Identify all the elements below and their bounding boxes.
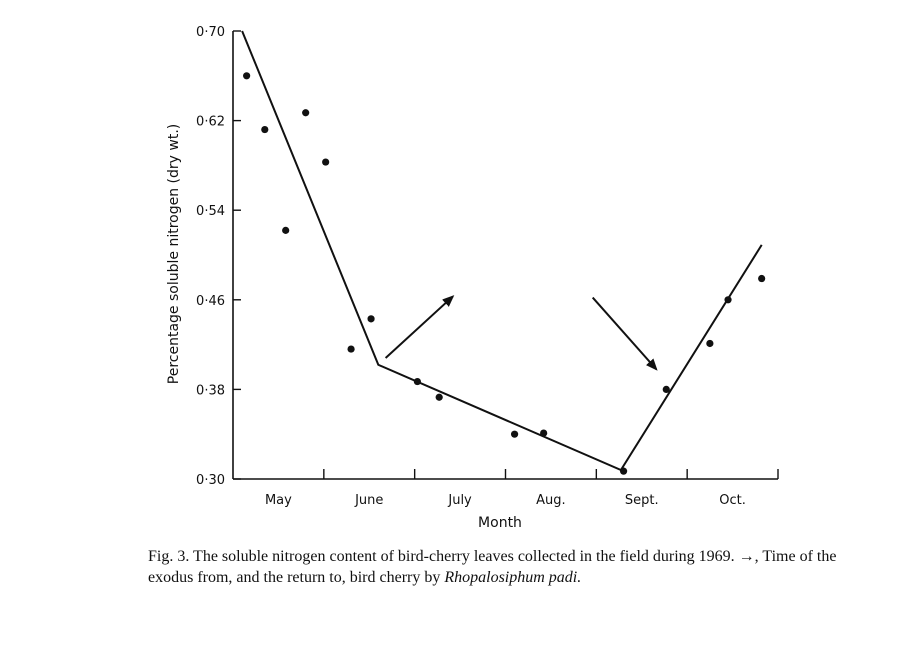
- x-axis: [233, 469, 779, 480]
- caption-species: Rhopalosiphum padi.: [444, 569, 582, 586]
- exodus-arrow: [384, 295, 455, 359]
- y-tick-label: 0·46: [196, 294, 225, 309]
- chart: 0·30 0·38 0·46 0·54 0·62 0·70 May June July Aug.…: [166, 25, 779, 531]
- figure-caption: Fig. 3. The soluble nitrogen content of …: [148, 546, 848, 588]
- data-point: [619, 467, 628, 475]
- x-tick-labels: May June July Aug. Sept. Oct.: [265, 493, 746, 508]
- y-tick-label: 0·38: [196, 383, 225, 398]
- y-axis-title: Percentage soluble nitrogen (dry wt.): [166, 124, 182, 384]
- data-point: [758, 274, 766, 283]
- x-tick-label: June: [354, 493, 383, 508]
- data-point: [243, 72, 251, 80]
- data-point: [367, 315, 375, 323]
- y-tick-label: 0·54: [196, 204, 225, 219]
- x-tick-label: May: [265, 493, 292, 508]
- data-points: [243, 72, 766, 475]
- data-point: [322, 158, 330, 166]
- data-point: [347, 345, 355, 353]
- data-point: [435, 393, 443, 401]
- data-point: [706, 339, 714, 348]
- data-point: [261, 125, 269, 134]
- data-point: [540, 429, 548, 437]
- data-point: [724, 296, 732, 304]
- x-tick-label: Aug.: [536, 493, 566, 508]
- y-tick-label: 0·30: [196, 473, 225, 488]
- data-point: [662, 385, 670, 393]
- x-tick-label: Oct.: [719, 493, 746, 508]
- data-point: [413, 377, 421, 386]
- caption-text: Fig. 3. The soluble nitrogen content of …: [148, 548, 837, 586]
- data-point: [510, 430, 519, 438]
- return-arrow: [591, 296, 658, 371]
- y-tick-label: 0·62: [196, 115, 225, 130]
- data-point: [282, 226, 290, 234]
- x-axis-title: Month: [478, 515, 522, 531]
- y-tick-labels: 0·30 0·38 0·46 0·54 0·62 0·70: [196, 25, 225, 488]
- trend-polyline: [241, 30, 763, 472]
- x-tick-label: Sept.: [625, 493, 659, 508]
- annotation-arrows: [384, 295, 658, 371]
- y-axis: [232, 30, 241, 480]
- x-tick-label: July: [447, 493, 472, 508]
- trend-line: [241, 30, 763, 472]
- y-tick-label: 0·70: [196, 25, 225, 40]
- data-point: [302, 109, 310, 117]
